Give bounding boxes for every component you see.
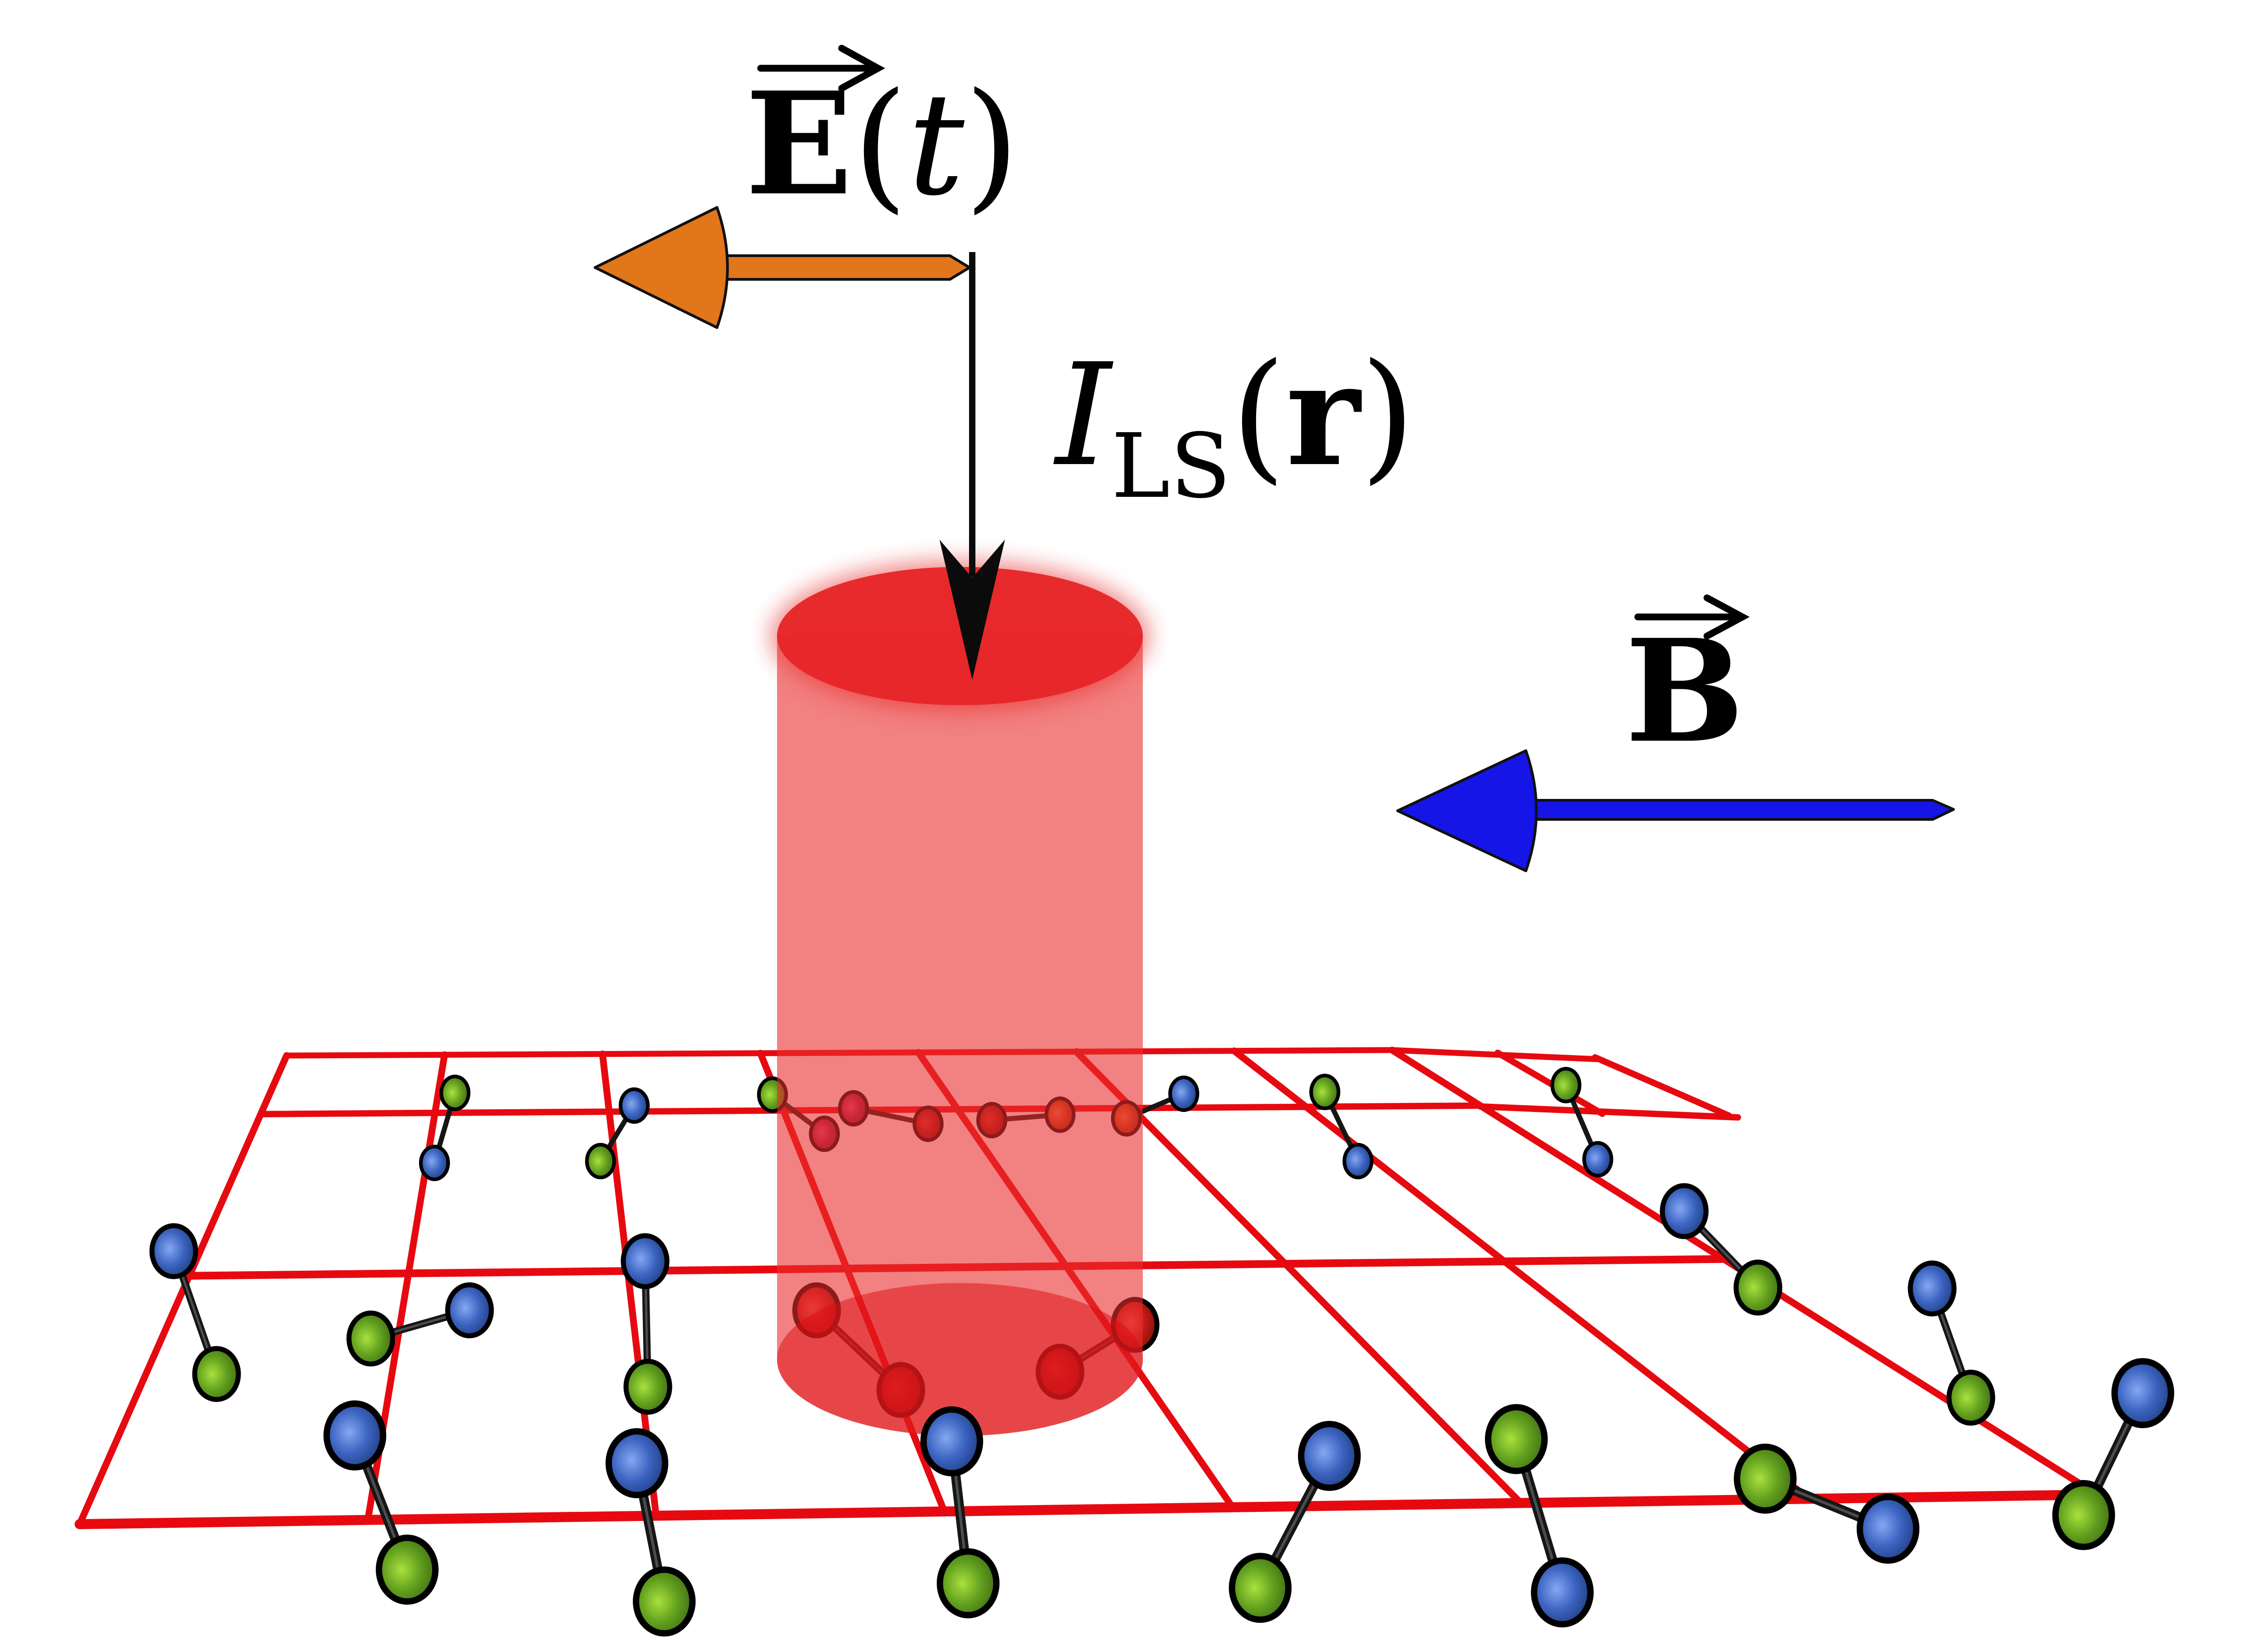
- molecule: [606, 1428, 696, 1637]
- atom-sphere-green: [633, 1566, 696, 1637]
- molecules-front-row: [323, 1358, 2174, 1637]
- molecule: [1229, 1421, 1361, 1623]
- molecule: [1734, 1444, 1919, 1564]
- beam-arrowhead-barb: [939, 540, 1005, 680]
- atom-sphere-blue: [1908, 1260, 1957, 1317]
- lattice-extra-line: [1592, 1054, 1732, 1119]
- e-field-arrow-shaft: [718, 254, 971, 281]
- lattice-extra-line: [1389, 1047, 1600, 1062]
- molecule: [920, 1406, 1000, 1618]
- atom-sphere-green: [192, 1346, 241, 1402]
- atom-sphere-blue: [1582, 1141, 1613, 1177]
- molecule: [1485, 1404, 1594, 1627]
- atom-sphere-green: [376, 1535, 439, 1605]
- atom-sphere-green: [1229, 1553, 1292, 1623]
- atom-sphere-green: [1485, 1404, 1548, 1474]
- atom-sphere-blue: [1343, 1143, 1373, 1179]
- lattice-extra-line: [1495, 1050, 1606, 1117]
- atom-sphere-blue: [1168, 1076, 1199, 1112]
- atom-sphere-blue: [606, 1428, 668, 1498]
- molecule: [585, 1087, 650, 1179]
- molecule: [1550, 1067, 1613, 1177]
- beam-bottom-ellipse: [777, 1283, 1143, 1436]
- beam-intensity-arrow: [939, 252, 1005, 680]
- atom-sphere-green: [1309, 1074, 1340, 1110]
- lattice-depth-line: [1231, 1047, 1813, 1502]
- atom-sphere-green: [1946, 1369, 1995, 1426]
- lattice-depth-line: [1073, 1048, 1525, 1507]
- atom-sphere-blue: [149, 1223, 198, 1279]
- atom-sphere-green: [439, 1075, 470, 1111]
- atom-sphere-blue: [619, 1087, 650, 1124]
- b-vector-arrow-icon: [1634, 594, 1750, 640]
- lattice-depth-line: [76, 1052, 290, 1528]
- field-arrows: [594, 206, 1955, 872]
- atom-sphere-green: [585, 1143, 616, 1179]
- atom-sphere-green: [937, 1548, 1000, 1618]
- b-field-arrowhead: [1396, 749, 1538, 872]
- lattice-extra-line: [1477, 1103, 1741, 1121]
- atom-sphere-green: [1734, 1444, 1797, 1514]
- atom-sphere-blue: [1660, 1183, 1709, 1239]
- atom-sphere-blue: [920, 1406, 983, 1476]
- molecule: [149, 1223, 241, 1402]
- atom-sphere-blue: [621, 1233, 670, 1289]
- molecule: [346, 1282, 494, 1367]
- atom-sphere-green: [2052, 1480, 2115, 1550]
- atom-sphere-blue: [1298, 1421, 1361, 1491]
- laser-beam-cylinder: [771, 561, 1149, 1436]
- atom-sphere-blue: [1531, 1557, 1594, 1627]
- atom-sphere-blue: [2111, 1358, 2174, 1428]
- beam-arrow-line: [969, 252, 975, 577]
- atom-sphere-green: [1733, 1259, 1782, 1316]
- e-field-arrowhead: [594, 206, 729, 329]
- atom-sphere-blue: [419, 1145, 450, 1181]
- math-labels: E(t) ILS(r) B: [745, 45, 1750, 774]
- molecule: [2052, 1358, 2174, 1550]
- atom-sphere-blue: [323, 1400, 386, 1470]
- atom-sphere-blue: [1857, 1494, 1919, 1564]
- molecule: [419, 1075, 470, 1181]
- beam-top-ellipse: [777, 567, 1143, 705]
- intensity-label: ILS(r): [1053, 332, 1415, 518]
- b-field-arrow-shaft: [1531, 799, 1955, 821]
- atom-sphere-green: [623, 1359, 672, 1415]
- molecule: [1309, 1074, 1373, 1179]
- molecule: [1908, 1260, 1995, 1426]
- optical-lattice-grid: [75, 1046, 2102, 1529]
- atom-sphere-green: [346, 1310, 395, 1367]
- molecule: [621, 1233, 672, 1415]
- atom-sphere-blue: [445, 1282, 494, 1339]
- b-field-label: B: [1625, 609, 1744, 774]
- e-field-label: E(t): [745, 61, 1020, 227]
- molecule: [323, 1400, 439, 1605]
- beam-body: [777, 636, 1143, 1436]
- molecule: [1660, 1183, 1782, 1316]
- atom-sphere-green: [1550, 1067, 1581, 1103]
- e-vector-arrow-icon: [757, 45, 885, 92]
